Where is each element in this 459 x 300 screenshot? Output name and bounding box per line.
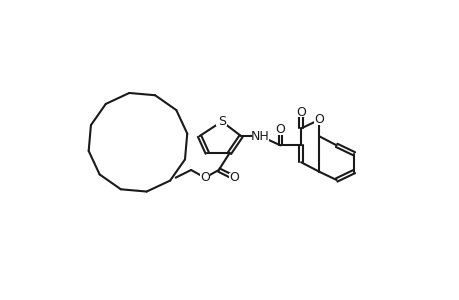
FancyBboxPatch shape <box>216 117 227 126</box>
FancyBboxPatch shape <box>295 108 306 117</box>
Text: O: O <box>313 113 323 126</box>
Text: NH: NH <box>251 130 269 142</box>
FancyBboxPatch shape <box>199 173 210 182</box>
FancyBboxPatch shape <box>252 131 268 141</box>
Text: O: O <box>200 171 209 184</box>
FancyBboxPatch shape <box>274 125 285 135</box>
FancyBboxPatch shape <box>313 115 324 124</box>
Text: O: O <box>275 123 285 136</box>
Text: O: O <box>296 106 306 119</box>
FancyBboxPatch shape <box>228 173 239 182</box>
Text: O: O <box>229 171 239 184</box>
Text: S: S <box>218 115 225 128</box>
